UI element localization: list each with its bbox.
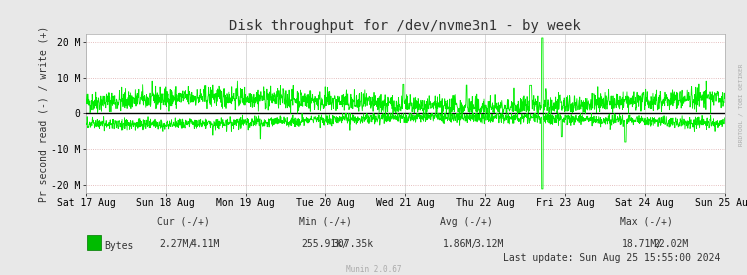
Text: 18.71M/: 18.71M/	[622, 239, 663, 249]
Text: 3.12M: 3.12M	[474, 239, 503, 249]
Text: 307.35k: 307.35k	[332, 239, 374, 249]
Text: Max (-/+): Max (-/+)	[620, 217, 672, 227]
Text: 255.91k/: 255.91k/	[301, 239, 348, 249]
Text: Munin 2.0.67: Munin 2.0.67	[346, 265, 401, 274]
Text: Cur (-/+): Cur (-/+)	[157, 217, 209, 227]
Text: Avg (-/+): Avg (-/+)	[441, 217, 493, 227]
Text: Bytes: Bytes	[105, 241, 134, 251]
Text: RRDTOOL / TOBI OETIKER: RRDTOOL / TOBI OETIKER	[738, 63, 743, 146]
Text: Min (-/+): Min (-/+)	[299, 217, 351, 227]
Text: 22.02M: 22.02M	[654, 239, 689, 249]
Text: 1.86M/: 1.86M/	[443, 239, 478, 249]
Text: 4.11M: 4.11M	[190, 239, 220, 249]
Text: 2.27M/: 2.27M/	[159, 239, 194, 249]
Title: Disk throughput for /dev/nvme3n1 - by week: Disk throughput for /dev/nvme3n1 - by we…	[229, 19, 581, 33]
Y-axis label: Pr second read (-) / write (+): Pr second read (-) / write (+)	[38, 25, 49, 202]
Text: Last update: Sun Aug 25 15:55:00 2024: Last update: Sun Aug 25 15:55:00 2024	[503, 253, 721, 263]
